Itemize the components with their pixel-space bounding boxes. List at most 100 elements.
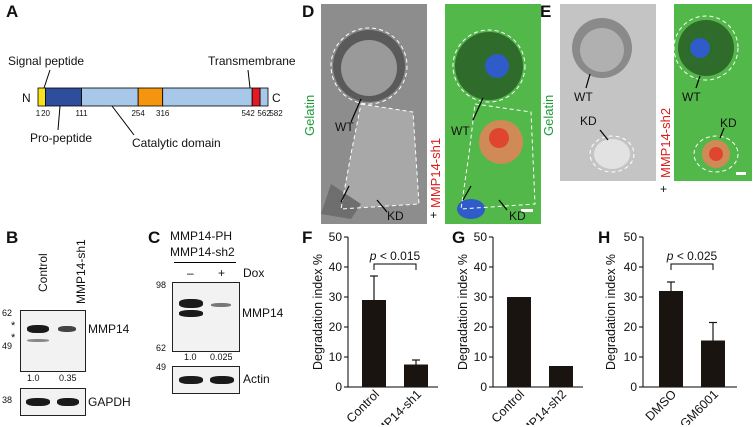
domain-tick-label: 582 [269, 109, 283, 118]
ratio-plus-dox: 0.025 [210, 352, 233, 362]
panel-letter-f: F [302, 228, 313, 247]
y-tick-label: 30 [329, 290, 343, 304]
band [179, 299, 203, 308]
transmembrane-label: Transmembrane [208, 54, 296, 68]
wt-label-e2: WT [682, 90, 701, 104]
y-tick-label: 50 [474, 230, 488, 244]
x-tick-label: Control [344, 387, 382, 425]
y-tick-label: 40 [624, 260, 638, 274]
c-terminus-label: C [272, 91, 281, 105]
band [179, 310, 203, 317]
n-terminus-label: N [22, 91, 31, 105]
shrna-label-d: MMP14-sh1 [428, 137, 443, 208]
ratio-control: 1.0 [27, 373, 40, 383]
gelatin-label-d: Gelatin [302, 94, 317, 136]
y-tick-label: 20 [624, 320, 638, 334]
kd-label-d1: KD [387, 209, 404, 223]
ratio-minus-dox: 1.0 [184, 352, 197, 362]
band [57, 398, 79, 406]
y-tick-label: 40 [474, 260, 488, 274]
dox-label: Dox [243, 266, 265, 280]
domain-region [251, 87, 261, 107]
marker-38: 38 [2, 395, 13, 405]
y-tick-label: 10 [329, 350, 343, 364]
panel-letter-a: A [6, 2, 19, 21]
construct-label-1: MMP14-PH [170, 229, 233, 243]
micrograph-d-gelatin: WT KD [321, 4, 427, 224]
panel-letter-h: H [598, 228, 611, 247]
micrograph-d-merge: WT KD [445, 4, 541, 224]
panel-letter-d: D [302, 2, 315, 21]
domain-region [162, 87, 253, 107]
domain-tick-label: 1 [36, 109, 41, 118]
blot-c-actin [172, 366, 240, 394]
panel-letter-g: G [452, 228, 466, 247]
chart-h: 0 10 20 30 40 50 Degradation index % DMSOGM6001… [604, 230, 737, 425]
panel-letter-b: B [6, 228, 19, 247]
star-2: * [11, 332, 16, 344]
marker-62-c: 62 [156, 343, 167, 353]
y-tick-label: 0 [630, 380, 637, 394]
blot-b-mmp14 [20, 310, 86, 372]
bar [549, 366, 573, 387]
band [26, 398, 50, 406]
y-axis-label: Degradation index % [456, 254, 470, 370]
kd-label-e2: KD [720, 116, 737, 130]
marker-62: 62 [2, 308, 13, 318]
star-1: * [11, 320, 16, 332]
construct-underline [174, 262, 236, 263]
lane-label-control: Control [36, 253, 50, 292]
blot-b-gapdh [20, 388, 86, 416]
y-tick-label: 50 [624, 230, 638, 244]
y-tick-label: 20 [329, 320, 343, 334]
band [179, 376, 203, 384]
marker-49: 49 [2, 341, 13, 351]
y-tick-label: 20 [474, 320, 488, 334]
shrna-label-e: MMP14-sh2 [658, 107, 673, 178]
marker-98: 98 [156, 280, 167, 290]
bar [659, 291, 683, 387]
y-tick-label: 30 [624, 290, 638, 304]
significance-annotation: p < 0.015 [369, 249, 421, 263]
y-tick-label: 10 [624, 350, 638, 364]
protein-label-mmp14: MMP14 [88, 322, 130, 336]
wt-label-e1: WT [574, 90, 593, 104]
domain-tick-label: 562 [257, 109, 271, 118]
plus-label-d: + [430, 208, 438, 222]
bar [507, 297, 531, 387]
micrograph-e-merge: WT KD [674, 4, 752, 181]
plus-sign: + [218, 266, 226, 280]
domain-tick-label: 20 [41, 109, 50, 118]
panel-letter-e: E [540, 2, 552, 21]
loading-label-actin: Actin [243, 372, 270, 386]
lane-label-mmp14-sh1: MMP14-sh1 [74, 239, 88, 304]
domain-region [81, 87, 139, 107]
propeptide-label: Pro-peptide [30, 131, 93, 145]
micrograph-e-gelatin: WT KD [560, 4, 656, 181]
kd-label-d2: KD [509, 209, 526, 223]
x-tick-label: DMSO [643, 387, 680, 424]
y-tick-label: 0 [480, 380, 487, 394]
y-tick-label: 10 [474, 350, 488, 364]
domain-tick-label: 111 [75, 109, 88, 118]
domain-region [137, 87, 164, 107]
band [27, 325, 49, 333]
catalytic-domain-label: Catalytic domain [132, 136, 221, 150]
y-axis-label: Degradation index % [311, 254, 325, 370]
domain-region [37, 87, 46, 107]
domain-tick-label: 316 [156, 109, 170, 118]
gelatin-label-e: Gelatin [541, 94, 556, 136]
band [58, 326, 76, 332]
ratio-sh1: 0.35 [59, 373, 77, 383]
y-tick-label: 40 [329, 260, 343, 274]
blot-c-mmp14 [172, 282, 240, 352]
minus-sign: – [187, 266, 194, 280]
band [27, 339, 49, 342]
loading-label-gapdh: GAPDH [88, 395, 131, 409]
significance-annotation: p < 0.025 [666, 249, 718, 263]
band [211, 303, 231, 307]
bar [404, 364, 428, 387]
